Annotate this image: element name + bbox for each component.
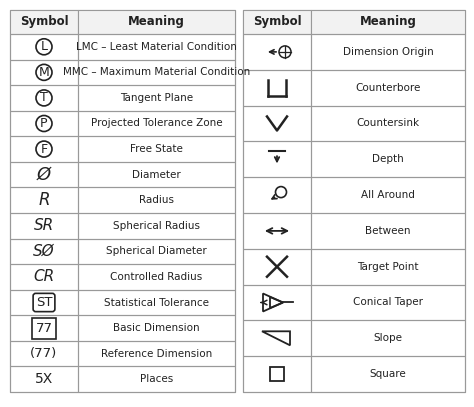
Text: All Around: All Around bbox=[361, 190, 415, 200]
Text: L: L bbox=[40, 40, 47, 53]
Bar bbox=[311, 141, 465, 177]
Text: Radius: Radius bbox=[139, 195, 174, 205]
Bar bbox=[243, 10, 311, 34]
Text: Square: Square bbox=[370, 369, 406, 379]
Text: R: R bbox=[38, 191, 50, 209]
Text: Statistical Tolerance: Statistical Tolerance bbox=[104, 298, 209, 308]
Text: Meaning: Meaning bbox=[360, 15, 417, 28]
Text: Symbol: Symbol bbox=[253, 15, 301, 28]
Bar bbox=[78, 59, 235, 85]
Bar bbox=[10, 315, 78, 341]
Bar bbox=[311, 177, 465, 213]
Bar bbox=[78, 85, 235, 111]
Text: Dimension Origin: Dimension Origin bbox=[343, 47, 433, 57]
Bar bbox=[78, 341, 235, 366]
Bar bbox=[10, 290, 78, 315]
Text: Target Point: Target Point bbox=[357, 262, 419, 272]
Text: Spherical Radius: Spherical Radius bbox=[113, 221, 200, 231]
Text: ST: ST bbox=[36, 296, 52, 309]
Text: P: P bbox=[40, 117, 48, 130]
Text: Reference Dimension: Reference Dimension bbox=[101, 349, 212, 359]
Bar bbox=[78, 162, 235, 188]
Bar bbox=[78, 315, 235, 341]
Bar bbox=[311, 249, 465, 284]
Bar bbox=[78, 136, 235, 162]
Bar bbox=[10, 10, 235, 392]
Text: F: F bbox=[40, 142, 47, 155]
Bar bbox=[10, 239, 78, 264]
Bar bbox=[243, 34, 311, 70]
Bar bbox=[10, 366, 78, 392]
Bar bbox=[78, 366, 235, 392]
Bar bbox=[10, 341, 78, 366]
Text: (77): (77) bbox=[30, 347, 58, 360]
Text: Countersink: Countersink bbox=[356, 118, 419, 129]
Bar bbox=[243, 141, 311, 177]
Text: Controlled Radius: Controlled Radius bbox=[110, 272, 202, 282]
Text: Basic Dimension: Basic Dimension bbox=[113, 323, 200, 333]
Bar bbox=[10, 162, 78, 188]
Bar bbox=[243, 356, 311, 392]
Bar bbox=[243, 284, 311, 320]
Bar bbox=[243, 177, 311, 213]
Bar bbox=[78, 213, 235, 239]
Text: LMC – Least Material Condition: LMC – Least Material Condition bbox=[76, 42, 237, 52]
Text: 5X: 5X bbox=[35, 372, 53, 386]
Bar bbox=[78, 10, 235, 34]
Text: Free State: Free State bbox=[130, 144, 183, 154]
Bar bbox=[10, 111, 78, 136]
Bar bbox=[243, 105, 311, 141]
Text: Symbol: Symbol bbox=[20, 15, 68, 28]
Bar bbox=[10, 34, 78, 59]
Bar bbox=[311, 213, 465, 249]
Bar bbox=[311, 284, 465, 320]
Bar bbox=[10, 10, 78, 34]
Text: MMC – Maximum Material Condition: MMC – Maximum Material Condition bbox=[63, 67, 250, 77]
Bar bbox=[78, 290, 235, 315]
Text: CR: CR bbox=[33, 269, 55, 284]
Bar bbox=[311, 320, 465, 356]
Bar bbox=[311, 105, 465, 141]
Text: 77: 77 bbox=[36, 322, 53, 335]
Bar bbox=[78, 111, 235, 136]
Bar bbox=[10, 213, 78, 239]
Bar bbox=[243, 249, 311, 284]
Text: Tangent Plane: Tangent Plane bbox=[120, 93, 193, 103]
Text: Spherical Diameter: Spherical Diameter bbox=[106, 246, 207, 256]
Text: Diameter: Diameter bbox=[132, 170, 181, 179]
Bar bbox=[311, 70, 465, 105]
Text: M: M bbox=[38, 66, 49, 79]
Text: Ø: Ø bbox=[37, 166, 51, 184]
Text: SØ: SØ bbox=[33, 244, 55, 259]
Bar bbox=[10, 85, 78, 111]
Bar bbox=[78, 188, 235, 213]
Text: Counterbore: Counterbore bbox=[356, 83, 421, 93]
Bar bbox=[311, 34, 465, 70]
Bar bbox=[10, 136, 78, 162]
Bar bbox=[10, 59, 78, 85]
Bar bbox=[10, 188, 78, 213]
Text: Slope: Slope bbox=[374, 333, 402, 343]
Bar bbox=[10, 264, 78, 290]
Bar bbox=[243, 10, 465, 392]
Bar bbox=[243, 213, 311, 249]
Text: Projected Tolerance Zone: Projected Tolerance Zone bbox=[91, 118, 222, 129]
Bar bbox=[243, 320, 311, 356]
Text: Between: Between bbox=[365, 226, 411, 236]
Bar bbox=[311, 10, 465, 34]
Bar bbox=[243, 70, 311, 105]
Bar bbox=[270, 367, 284, 381]
Text: T: T bbox=[40, 92, 48, 105]
Text: Depth: Depth bbox=[372, 154, 404, 164]
Bar bbox=[78, 239, 235, 264]
Text: Meaning: Meaning bbox=[128, 15, 185, 28]
Text: Conical Taper: Conical Taper bbox=[353, 298, 423, 308]
Bar bbox=[78, 34, 235, 59]
Text: SR: SR bbox=[34, 218, 54, 233]
Bar bbox=[78, 264, 235, 290]
Text: Places: Places bbox=[140, 374, 173, 384]
Bar bbox=[311, 356, 465, 392]
